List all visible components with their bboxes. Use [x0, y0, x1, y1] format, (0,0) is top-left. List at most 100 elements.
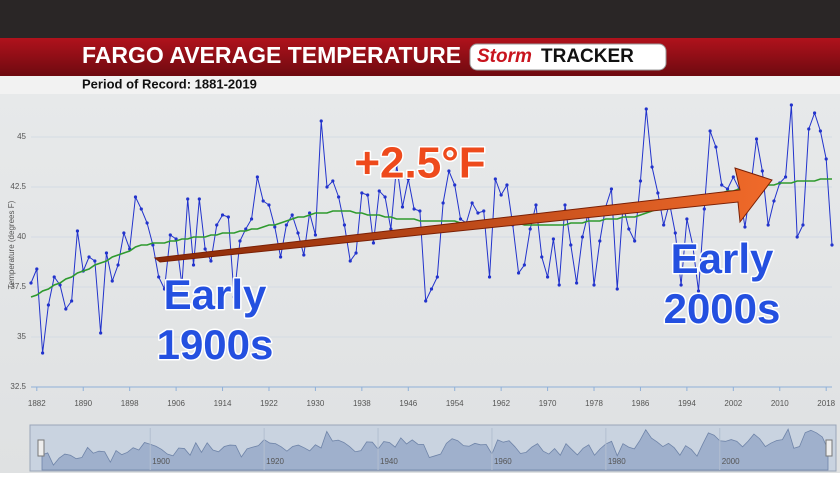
data-point [662, 223, 666, 227]
x-tick-label: 2002 [724, 399, 742, 408]
x-tick-label: 1978 [585, 399, 603, 408]
data-point [133, 195, 138, 199]
x-tick-label: 2010 [771, 399, 789, 408]
data-point [93, 259, 97, 263]
data-point [493, 177, 497, 181]
data-point [238, 239, 242, 243]
data-point [325, 185, 329, 189]
data-point [360, 191, 364, 195]
top-strip [0, 0, 840, 38]
navigator-tick-label: 1940 [380, 457, 398, 466]
data-point [64, 307, 68, 311]
data-point [244, 227, 248, 231]
data-point [389, 227, 393, 231]
data-point [203, 247, 207, 251]
data-point [377, 189, 381, 193]
data-point [278, 255, 283, 259]
data-point [731, 175, 735, 179]
data-point [453, 183, 457, 187]
data-point [429, 287, 434, 291]
data-point [70, 299, 74, 303]
data-point [406, 177, 410, 181]
data-point [592, 283, 596, 287]
y-tick-label: 40 [17, 232, 26, 241]
data-point [215, 223, 219, 227]
y-tick-label: 32.5 [10, 382, 26, 391]
data-point [505, 183, 509, 187]
data-point [41, 351, 45, 355]
data-point [255, 175, 259, 179]
x-tick-label: 1882 [28, 399, 46, 408]
data-point [400, 205, 405, 209]
data-point [145, 221, 149, 225]
data-point [598, 239, 602, 243]
annotation: +2.5°F [354, 139, 485, 188]
data-point [99, 331, 103, 335]
data-point [650, 165, 654, 169]
data-point [319, 119, 323, 123]
data-point [261, 199, 265, 203]
data-point [470, 201, 474, 205]
y-tick-label: 42.5 [10, 182, 26, 191]
data-point [656, 191, 660, 195]
data-point [110, 279, 114, 283]
data-point [696, 289, 701, 293]
x-tick-label: 1938 [353, 399, 371, 408]
data-point [708, 129, 712, 133]
annotation: 2000s [664, 285, 781, 332]
data-point [580, 235, 585, 239]
data-point [702, 207, 706, 211]
data-point [458, 217, 463, 221]
data-point [418, 209, 422, 213]
data-point [371, 241, 376, 245]
data-point [46, 303, 51, 307]
x-tick-label: 1986 [632, 399, 650, 408]
data-point [725, 187, 730, 191]
navigator-handle [37, 439, 45, 457]
data-point [29, 281, 33, 285]
annotation: 1900s [157, 321, 274, 368]
data-point [220, 213, 225, 217]
data-point [354, 251, 358, 255]
data-point [249, 217, 254, 221]
x-tick-label: 1914 [214, 399, 232, 408]
navigator-tick-label: 1980 [608, 457, 626, 466]
data-point [563, 203, 567, 207]
data-point [424, 299, 428, 303]
data-point [691, 243, 695, 247]
data-point [807, 127, 811, 131]
data-point [754, 137, 759, 141]
data-point [157, 275, 161, 279]
trend-arrow [153, 167, 773, 263]
logo-tracker: TRACKER [541, 46, 634, 67]
subtitle-bar [0, 76, 840, 94]
data-point [366, 193, 370, 197]
y-axis-label: Temperature (degrees F) [7, 200, 16, 289]
data-point [714, 145, 718, 149]
data-point [162, 287, 167, 291]
data-point [633, 239, 637, 243]
data-point [348, 259, 352, 263]
x-tick-label: 1890 [74, 399, 92, 408]
data-point [534, 203, 538, 207]
data-point [180, 283, 184, 287]
title-banner [0, 38, 840, 76]
data-point [575, 281, 579, 285]
data-point [52, 275, 56, 279]
data-point [766, 223, 770, 227]
data-point [58, 283, 62, 287]
x-tick-label: 1962 [492, 399, 510, 408]
annotation: Early [671, 235, 774, 282]
data-point [104, 251, 109, 255]
data-point [569, 243, 573, 247]
x-tick-label: 1930 [307, 399, 325, 408]
data-point [35, 267, 39, 271]
x-tick-label: 2018 [817, 399, 835, 408]
data-point [812, 111, 817, 115]
navigator-tick-label: 1900 [152, 457, 170, 466]
y-tick-label: 37.5 [10, 282, 26, 291]
navigator-tick-label: 1960 [494, 457, 512, 466]
data-point [772, 199, 776, 203]
data-point [720, 183, 724, 187]
